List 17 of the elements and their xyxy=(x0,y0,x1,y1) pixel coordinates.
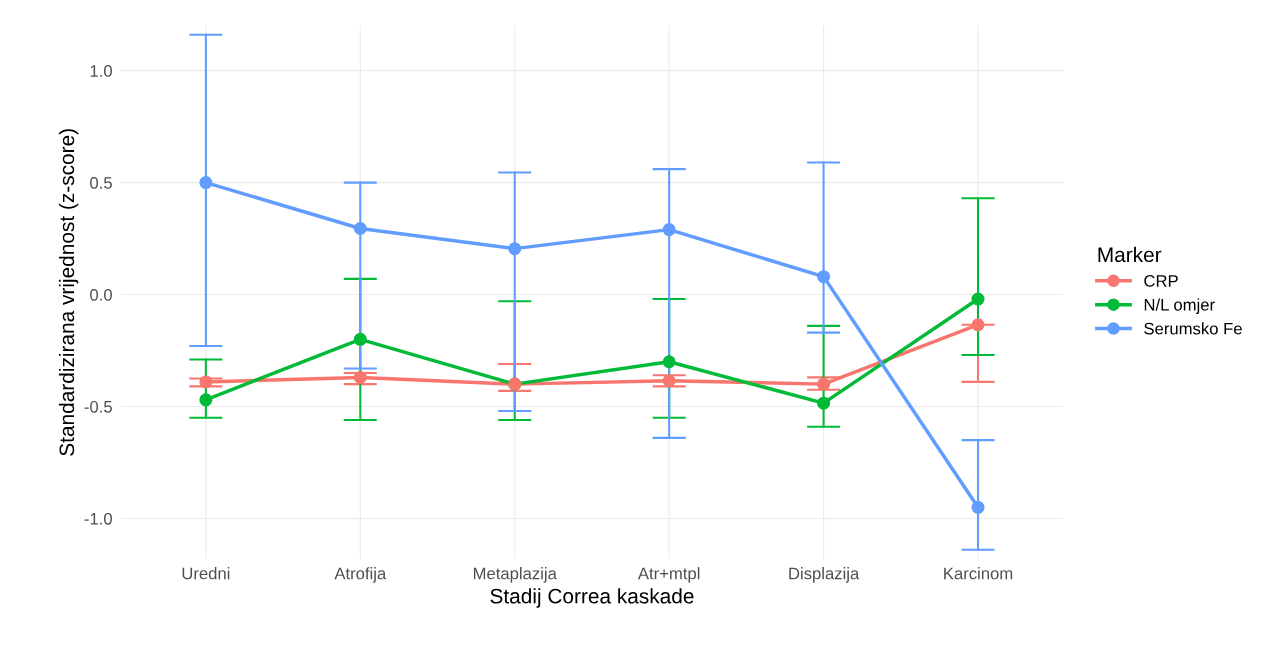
x-axis-title: Stadij Correa kaskade xyxy=(490,588,694,608)
legend-title: Marker xyxy=(1098,246,1162,263)
x-tick-label: Metaplazija xyxy=(473,567,557,583)
legend-label: CRP xyxy=(1144,274,1178,287)
x-tick-label: Atr+mtpl xyxy=(637,567,700,583)
legend-label: Serumsko Fe xyxy=(1144,322,1242,335)
y-axis-title: Standardizirana vrijednost (z-score) xyxy=(58,129,79,456)
y-tick-label: -0.5 xyxy=(84,400,112,413)
x-tick-label: Uredni xyxy=(182,567,230,580)
legend-label: N/L omjer xyxy=(1144,298,1215,314)
x-tick-label: Displazija xyxy=(789,567,860,583)
y-tick-label: -1.0 xyxy=(84,512,112,525)
y-tick-label: 1.0 xyxy=(90,65,112,77)
y-tick-label: 0.5 xyxy=(90,176,112,189)
y-tick-label: 0.0 xyxy=(90,288,112,301)
x-tick-label: Atrofija xyxy=(334,567,387,583)
x-tick-label: Karcinom xyxy=(944,567,1013,580)
